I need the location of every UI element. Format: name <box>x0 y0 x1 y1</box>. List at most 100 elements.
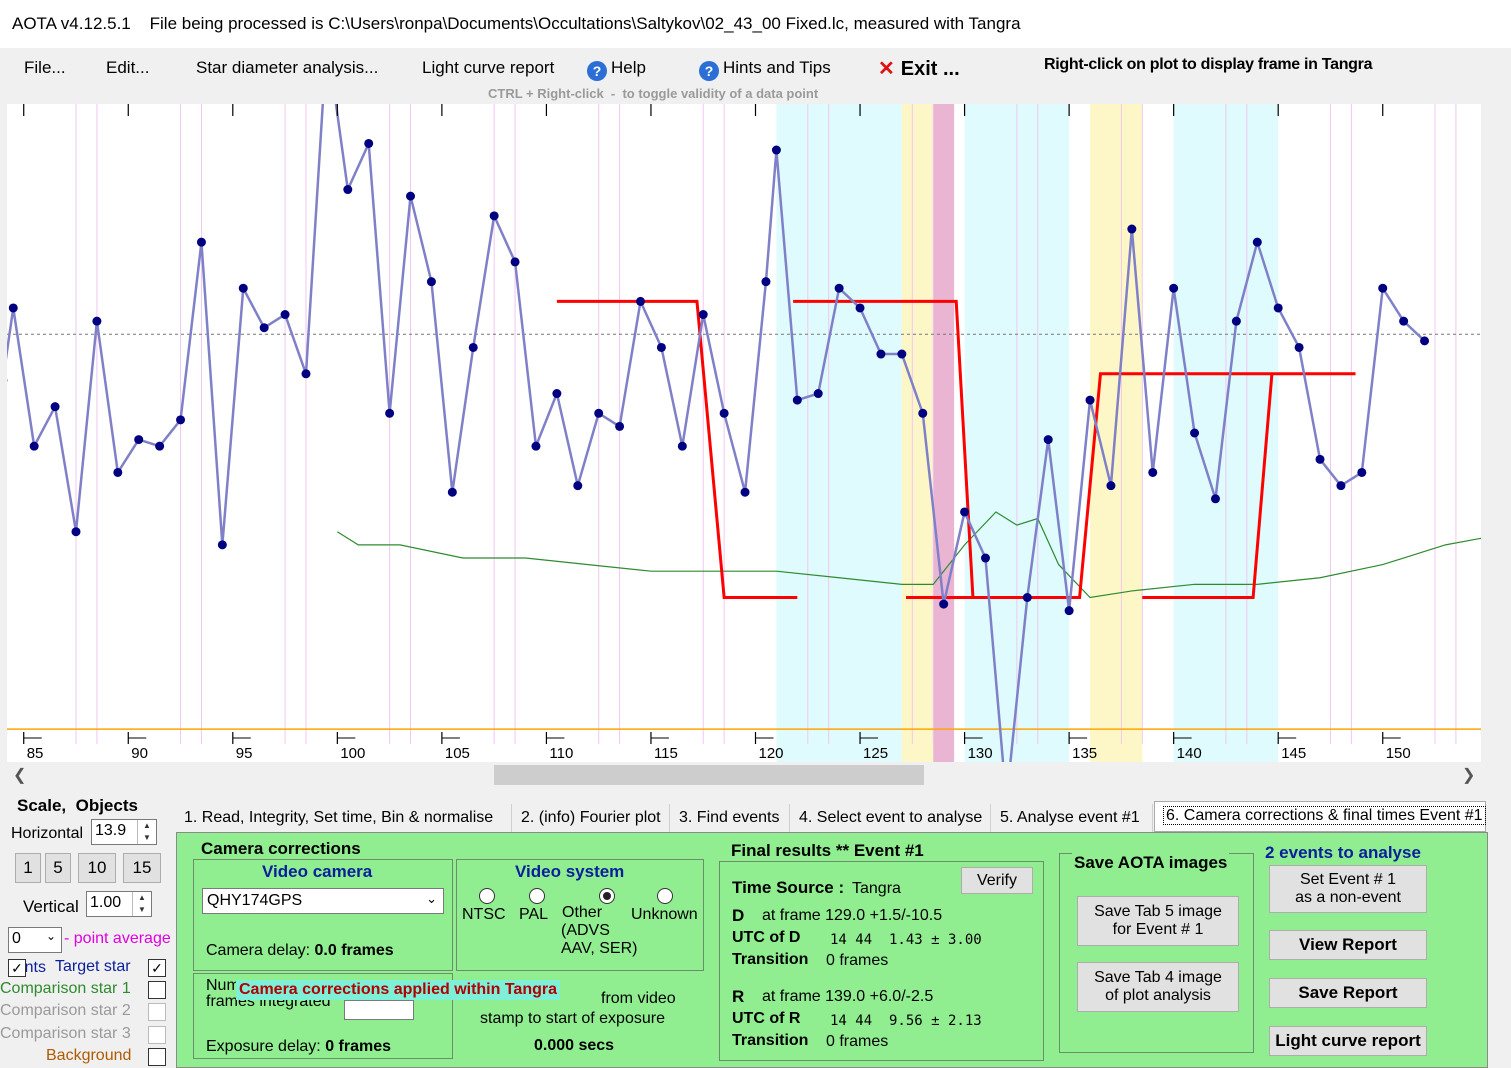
offset-seconds: 0.000 secs <box>534 1037 615 1054</box>
menu-star-diameter[interactable]: Star diameter analysis... <box>196 58 379 77</box>
camera-delay: Camera delay: 0.0 frames <box>206 942 394 960</box>
point-average-select[interactable]: 0 ⌄ <box>8 927 62 953</box>
model-curve-r2 <box>1142 373 1274 599</box>
target-star-point <box>855 303 865 313</box>
target-star-point <box>1378 283 1388 293</box>
tab-fourier-plot[interactable]: 2. (info) Fourier plot <box>513 804 670 832</box>
tick-label: 105 <box>445 745 470 762</box>
target-star-point <box>1231 316 1241 326</box>
tab-read-integrity[interactable]: 1. Read, Integrity, Set time, Bin & norm… <box>176 804 512 832</box>
target-star-point <box>594 408 604 418</box>
zoom-5-button[interactable]: 5 <box>45 853 71 883</box>
tab-analyse-event[interactable]: 5. Analyse event #1 <box>992 804 1153 832</box>
view-report-button[interactable]: View Report <box>1269 930 1427 960</box>
vertical-scale-value: 1.00 <box>90 894 122 911</box>
tick-label: 115 <box>654 745 678 762</box>
zoom-1-button[interactable]: 1 <box>15 853 41 883</box>
target-star-point <box>1294 342 1304 352</box>
menu-file[interactable]: File... <box>24 58 66 77</box>
exposure-delay-value: 0 frames <box>325 1038 392 1055</box>
scroll-right-icon[interactable]: ❯ <box>1462 767 1476 784</box>
final-results-group: Time Source : Tangra Verify D at frame 1… <box>719 861 1044 1061</box>
exposure-delay-label: Exposure delay: <box>206 1038 326 1055</box>
comparison-star-curve <box>337 511 1481 599</box>
model-curve-d <box>793 299 975 599</box>
target-star-point <box>489 211 499 221</box>
target-star-point <box>615 421 625 431</box>
target-star-point <box>918 408 928 418</box>
set-non-event-button[interactable]: Set Event # 1 as a non-event <box>1269 865 1427 913</box>
tick-label: 130 <box>968 745 993 762</box>
target-star-point <box>468 342 478 352</box>
tab-select-event[interactable]: 4. Select event to analyse <box>791 804 991 832</box>
menu-edit[interactable]: Edit... <box>106 58 150 77</box>
tick-label: 100 <box>340 745 365 762</box>
video-camera-group: Video camera QHY174GPS ⌄ Camera delay: 0… <box>193 859 453 971</box>
target-star-point <box>1064 606 1074 616</box>
vertical-label: Vertical <box>23 897 79 916</box>
light-curve-report-button[interactable]: Light curve report <box>1269 1026 1427 1056</box>
num-frames-input[interactable] <box>344 1000 414 1020</box>
band-pink <box>933 104 955 762</box>
menu-light-curve-report[interactable]: Light curve report <box>422 58 555 77</box>
horizontal-scale-input[interactable]: 13.9 ▲ ▼ <box>91 819 157 845</box>
comparison-star-3-checkbox[interactable] <box>148 1026 166 1044</box>
zoom-15-button[interactable]: 15 <box>123 853 161 883</box>
horizontal-label: Horizontal <box>11 825 84 842</box>
target-star-point <box>1252 237 1262 247</box>
target-star-checkbox[interactable]: ✓ <box>148 959 166 977</box>
light-curve-plot[interactable]: 85 90 95 100 105 110 115 120 125 130 135 140 145 150 <box>7 104 1481 762</box>
points-checkbox[interactable]: ✓ <box>8 959 26 977</box>
plot-horizontal-scrollbar[interactable]: ❮ ❯ <box>7 762 1481 788</box>
transition-d-value: 0 frames <box>826 952 889 969</box>
target-star-point <box>573 481 583 491</box>
scroll-thumb[interactable] <box>494 765 924 785</box>
comparison-star-1-checkbox[interactable] <box>148 981 166 999</box>
ctrl-click-hint: CTRL + Right-click - to toggle validity … <box>488 86 819 101</box>
target-star-point <box>364 138 374 148</box>
verify-button[interactable]: Verify <box>961 867 1033 894</box>
target-star-point <box>1273 303 1283 313</box>
target-star-curve <box>7 104 1426 762</box>
save-report-button[interactable]: Save Report <box>1269 978 1427 1008</box>
transition-r-value: 0 frames <box>826 1033 889 1050</box>
comparison-star-2-checkbox[interactable] <box>148 1003 166 1021</box>
camera-select[interactable]: QHY174GPS ⌄ <box>202 888 444 914</box>
point-average-value: 0 <box>12 930 21 947</box>
other-radio[interactable] <box>599 888 615 904</box>
transition-r-label: Transition <box>732 1032 809 1049</box>
target-star-point <box>980 553 990 563</box>
menu-help[interactable]: ? Help <box>587 58 646 81</box>
target-star-point <box>1043 435 1053 445</box>
transition-d-label: Transition <box>732 951 809 968</box>
vertical-scale-input[interactable]: 1.00 ▲ ▼ <box>86 891 152 917</box>
target-star-point <box>1148 467 1158 477</box>
menu-hints[interactable]: ? Hints and Tips <box>699 58 831 81</box>
zoom-10-button[interactable]: 10 <box>78 853 116 883</box>
target-star-point <box>761 277 771 287</box>
ntsc-radio[interactable] <box>479 888 495 904</box>
target-star-point <box>876 349 886 359</box>
hint-help-icon: ? <box>699 61 719 81</box>
save-tab5-image-button[interactable]: Save Tab 5 image for Event # 1 <box>1077 896 1239 946</box>
band-cyan <box>776 104 902 762</box>
target-star-point <box>1399 316 1409 326</box>
camera-corrections-banner: Camera corrections applied within Tangra <box>236 980 560 1000</box>
pal-radio[interactable] <box>529 888 545 904</box>
exit-x-icon: ✕ <box>878 58 895 80</box>
vertical-spin-icon[interactable]: ▲ ▼ <box>132 892 151 916</box>
tab-find-events[interactable]: 3. Find events <box>671 804 790 832</box>
scroll-left-icon[interactable]: ❮ <box>13 767 27 784</box>
tab-camera-corrections[interactable]: 6. Camera corrections & final times Even… <box>1154 801 1486 832</box>
ntsc-label: NTSC <box>462 906 506 923</box>
unknown-radio[interactable] <box>657 888 673 904</box>
title-bar: AOTA v4.12.5.1 File being processed is C… <box>0 0 1511 49</box>
camera-select-chevron-down-icon: ⌄ <box>426 891 437 906</box>
horizontal-spin-icon[interactable]: ▲ ▼ <box>137 820 156 844</box>
background-checkbox[interactable] <box>148 1048 166 1066</box>
save-images-group: Save AOTA images Save Tab 5 image for Ev… <box>1059 853 1254 1053</box>
target-star-point <box>259 323 269 333</box>
menu-exit[interactable]: ✕ Exit ... <box>878 56 960 81</box>
save-tab4-image-button[interactable]: Save Tab 4 image of plot analysis <box>1077 962 1239 1012</box>
utc-d-value: 14 44 1.43 ± 3.00 <box>830 932 982 948</box>
